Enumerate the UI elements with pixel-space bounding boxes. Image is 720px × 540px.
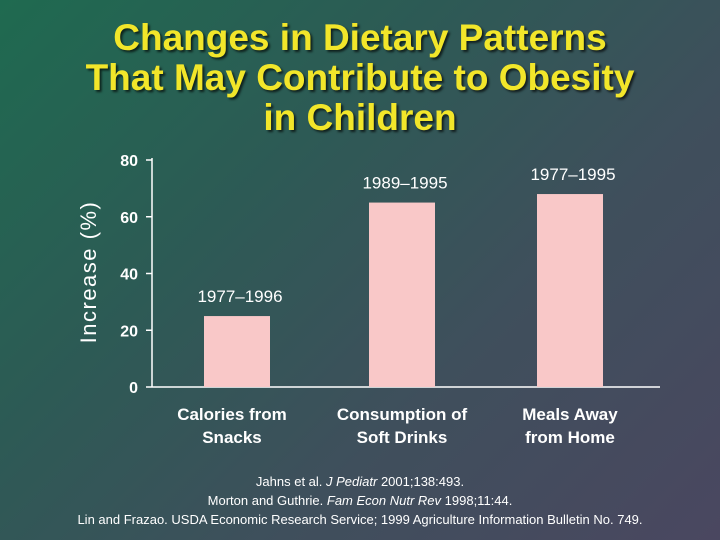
bar-annotation: 1977–1996 xyxy=(197,287,282,306)
bar-annotation: 1977–1995 xyxy=(530,165,615,184)
title-line-1: Changes in Dietary Patterns xyxy=(113,17,607,58)
reference-1: Jahns et al. J Pediatr 2001;138:493. xyxy=(255,474,465,489)
bar xyxy=(369,202,435,387)
title-line-2: That May Contribute to Obesity xyxy=(85,57,635,98)
category-label: Calories from xyxy=(177,405,287,424)
y-tick-label: 80 xyxy=(120,153,138,170)
category-label: Consumption of xyxy=(337,405,468,424)
slide-title: Changes in Dietary Patterns That May Con… xyxy=(0,18,720,138)
category-label: Meals Away xyxy=(522,405,618,424)
y-tick-label: 40 xyxy=(120,267,138,284)
reference-2: Morton and Guthrie. Fam Econ Nutr Rev 19… xyxy=(207,493,513,508)
bar xyxy=(537,194,603,387)
category-label: Snacks xyxy=(202,428,262,447)
references: Jahns et al. J Pediatr 2001;138:493. Mor… xyxy=(0,472,720,529)
y-axis-title: Increase (%) xyxy=(76,201,101,344)
bar-annotation: 1989–1995 xyxy=(362,174,447,193)
y-tick-label: 0 xyxy=(129,380,138,397)
y-tick-label: 60 xyxy=(120,210,138,227)
category-label: Soft Drinks xyxy=(357,428,448,447)
category-label: from Home xyxy=(525,428,615,447)
y-tick-label: 20 xyxy=(120,323,138,340)
reference-3: Lin and Frazao. USDA Economic Research S… xyxy=(77,512,643,527)
title-line-3: in Children xyxy=(263,97,457,138)
bar xyxy=(204,316,270,387)
